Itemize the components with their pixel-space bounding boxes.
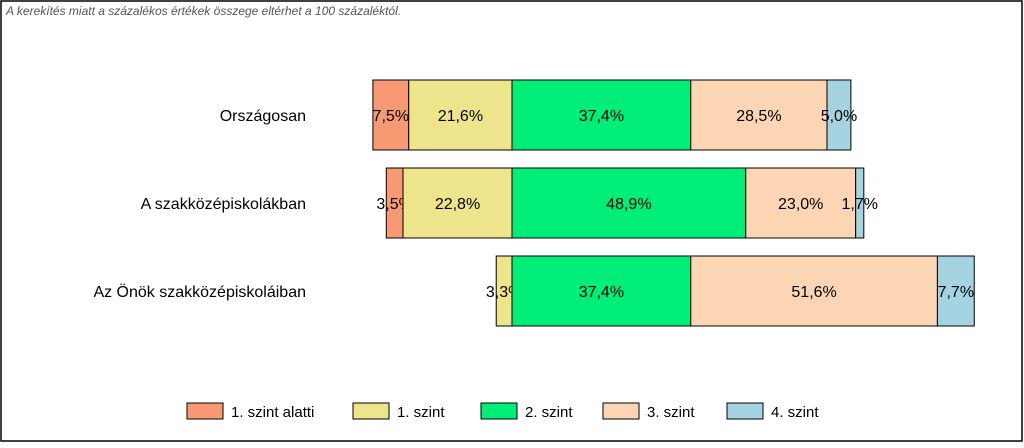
data-label: 23,0% (778, 196, 823, 213)
bars-group: Országosan 7,5% 21,6% 37,4% 28,5% 5,0% A szakk… (93, 79, 975, 327)
bar-segment (745, 167, 857, 239)
data-label: 22,8% (435, 196, 480, 213)
bar-segment (511, 79, 692, 151)
legend-label: 4. szint (771, 404, 819, 421)
bar-segment (511, 167, 747, 239)
bar-segment (408, 79, 513, 151)
data-label: 37,4% (579, 108, 624, 125)
bar-segment (372, 79, 410, 151)
bar-segment (402, 167, 513, 239)
legend-swatch (726, 402, 764, 420)
bar-segment (690, 255, 938, 327)
data-label: 51,6% (791, 284, 836, 301)
bar-segment (511, 255, 692, 327)
data-label: 7,7% (938, 284, 974, 301)
bar-segment (936, 255, 975, 327)
legend-label: 1. szint alatti (231, 404, 314, 421)
rounding-note: A kerekítés miatt a százalékos értékek ö… (5, 4, 401, 18)
legend-label: 2. szint (525, 404, 573, 421)
bar-segment (855, 167, 865, 239)
legend-swatch (186, 402, 224, 420)
category-label: A szakközépiskolákban (141, 196, 306, 213)
bar-segment (690, 79, 828, 151)
legend-label: 1. szint (397, 404, 445, 421)
legend-label: 3. szint (647, 404, 695, 421)
category-label: Az Önök szakközépiskoláiban (93, 283, 306, 301)
legend-swatch (352, 402, 390, 420)
bar-segment (826, 79, 852, 151)
data-label: 21,6% (438, 108, 483, 125)
legend-swatch (480, 402, 518, 420)
legend-swatch (602, 402, 640, 420)
data-label: 5,0% (821, 108, 857, 125)
data-label: 1,7% (842, 196, 878, 213)
category-label: Országosan (220, 108, 306, 125)
data-label: 7,5% (373, 108, 409, 125)
data-label: 37,4% (579, 284, 624, 301)
legend: 1. szint alatti 1. szint 2. szint 3. szint 4… (186, 402, 819, 421)
data-label: 48,9% (606, 196, 651, 213)
data-label: 28,5% (736, 108, 781, 125)
